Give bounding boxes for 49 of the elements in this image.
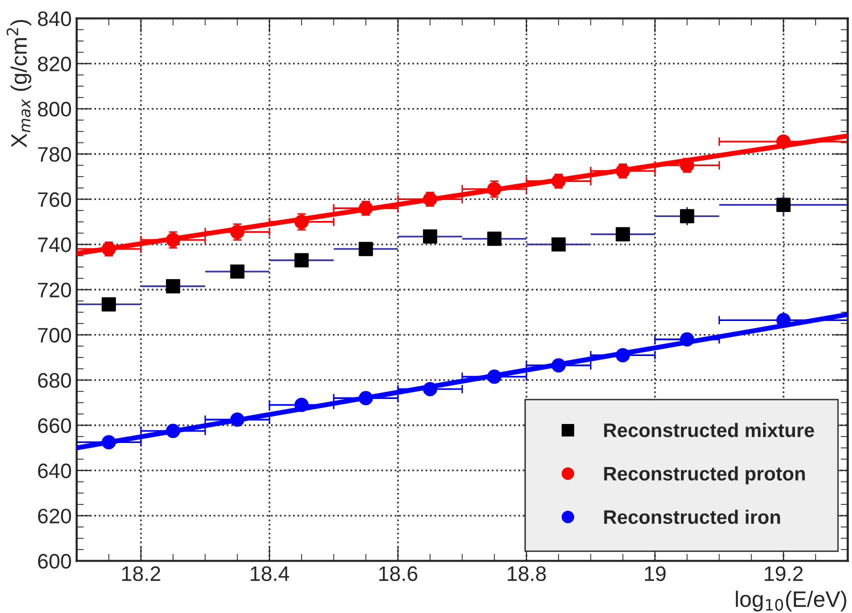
point [294, 214, 309, 229]
y-tick-label: 700 [38, 328, 72, 343]
y-tick-label: 740 [38, 237, 72, 252]
y-tick-label: 620 [38, 508, 72, 524]
point [487, 370, 502, 384]
point [680, 209, 694, 224]
point [102, 297, 116, 312]
y-tick-label: 800 [38, 102, 72, 117]
point [616, 348, 630, 362]
y-tick-label: 720 [38, 282, 72, 298]
point [422, 229, 438, 244]
y-tick-label: 600 [38, 554, 72, 569]
legend-label: Reconstructed iron [604, 510, 780, 524]
point [230, 264, 244, 279]
point [166, 279, 180, 294]
legend-label: Reconstructed mixture [604, 422, 814, 438]
y-tick-label: 820 [38, 56, 72, 72]
legend-label: Reconstructed proton [604, 466, 805, 484]
point [358, 391, 373, 406]
point [776, 134, 791, 149]
point [551, 237, 566, 252]
point [487, 232, 502, 246]
y-tick-label: 640 [38, 463, 72, 478]
x-tick-label: 19.2 [764, 566, 803, 582]
y-tick-label: 760 [38, 192, 72, 207]
y-tick-label: 840 [38, 11, 72, 26]
x-tick-label: 18.6 [379, 566, 418, 582]
x-tick-label: 19 [644, 566, 666, 582]
point [294, 398, 309, 412]
point [102, 435, 116, 450]
y-tick-label: 660 [38, 418, 72, 434]
x-tick-label: 18.8 [508, 566, 546, 582]
y-tick-label: 780 [38, 147, 72, 162]
point [616, 227, 630, 242]
point [230, 412, 244, 427]
point [551, 358, 566, 372]
point [294, 253, 309, 268]
point [422, 382, 438, 396]
y-axis-title: X$_{max}$ (g/cm$^{2}$) [6, 20, 32, 148]
x-axis-title: log$_{10}$(E/eV) [736, 590, 846, 612]
point [551, 174, 566, 188]
point [358, 242, 373, 256]
point [166, 424, 180, 438]
point [422, 192, 438, 206]
x-tick-label: 18.2 [122, 566, 160, 582]
x-tick-label: 18.4 [250, 566, 290, 582]
point [776, 198, 791, 212]
y-tick-label: 680 [38, 373, 72, 388]
point [680, 332, 694, 346]
